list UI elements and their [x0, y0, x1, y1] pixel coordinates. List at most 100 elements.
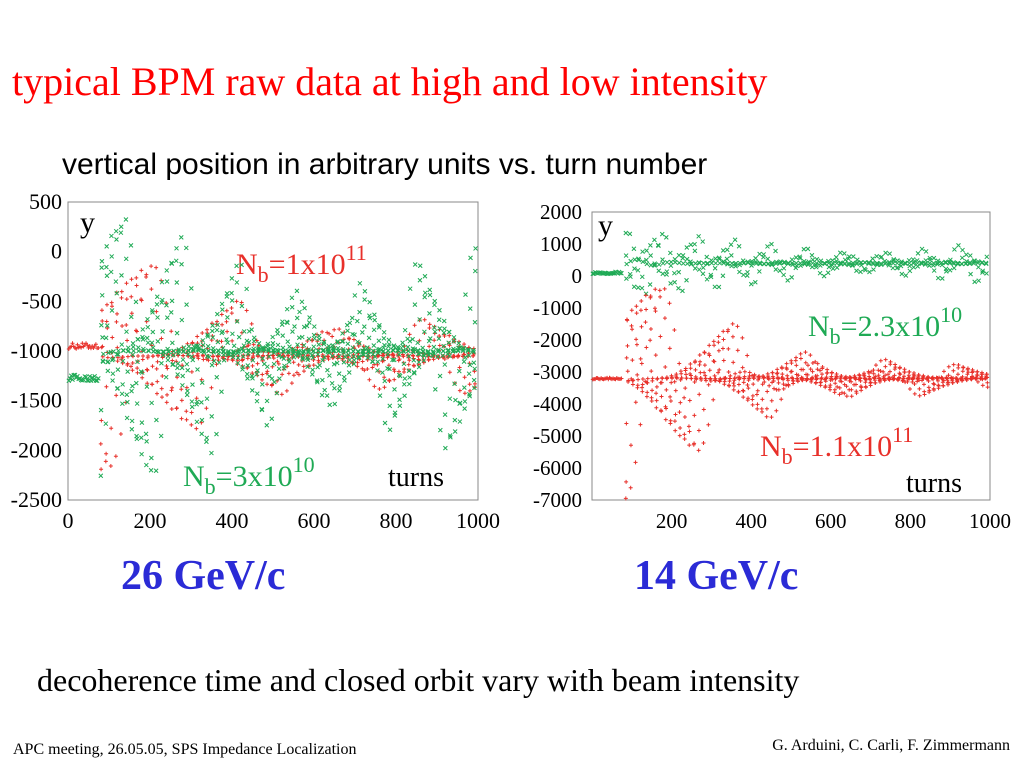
data-point: [201, 353, 206, 358]
data-point: [239, 300, 244, 305]
data-point: [106, 350, 111, 356]
data-point: [417, 351, 422, 357]
data-point: [682, 415, 687, 420]
data-point: [175, 361, 181, 366]
data-point: [769, 398, 774, 403]
data-point: [648, 253, 654, 258]
data-point: [638, 422, 643, 427]
data-point: [366, 335, 372, 341]
data-point: [887, 259, 892, 265]
data-point: [735, 324, 740, 329]
data-point: [919, 246, 925, 252]
data-point: [867, 269, 872, 275]
data-point: [659, 409, 664, 414]
data-point: [834, 260, 840, 266]
data-point: [652, 306, 657, 311]
data-point: [294, 370, 299, 375]
series-label-rest: =2.3x10: [841, 310, 940, 343]
data-point: [664, 259, 670, 265]
data-point: [351, 357, 357, 363]
data-point: [220, 322, 225, 327]
data-point: [462, 399, 468, 404]
data-point: [216, 351, 222, 357]
data-point: [667, 346, 672, 351]
data-point: [682, 437, 687, 442]
data-point: [829, 370, 834, 375]
data-point: [780, 372, 785, 377]
data-point: [191, 344, 197, 349]
data-point: [219, 301, 225, 307]
data-point: [256, 353, 261, 358]
data-point: [431, 350, 436, 356]
data-point: [694, 377, 699, 382]
data-point: [638, 356, 643, 361]
data-point: [907, 268, 913, 274]
data-point: [159, 297, 165, 303]
data-point: [892, 376, 897, 381]
data-point: [311, 363, 316, 368]
data-point: [289, 381, 294, 386]
data-point: [931, 260, 936, 266]
data-point: [668, 398, 673, 403]
data-point: [887, 375, 892, 380]
data-point: [179, 398, 184, 403]
data-point: [688, 242, 694, 248]
data-point: [140, 375, 145, 380]
data-point: [967, 253, 973, 258]
data-point: [693, 261, 698, 266]
data-point: [653, 287, 658, 292]
data-point: [129, 311, 134, 316]
data-point: [105, 326, 110, 331]
data-point: [854, 257, 860, 263]
data-point: [352, 332, 357, 338]
data-point: [645, 376, 650, 381]
data-point: [707, 353, 712, 358]
data-point: [462, 342, 467, 347]
data-point: [230, 358, 235, 363]
data-point: [866, 260, 872, 266]
data-point: [421, 360, 426, 365]
data-point: [677, 361, 682, 366]
data-point: [99, 467, 104, 472]
data-point: [808, 367, 813, 372]
data-point: [745, 259, 751, 265]
data-point: [422, 294, 428, 300]
data-point: [747, 370, 752, 375]
data-point: [109, 300, 114, 305]
data-point: [684, 245, 690, 250]
data-point: [631, 284, 637, 290]
data-point: [806, 259, 812, 265]
y-tick-label: -1500: [11, 388, 62, 413]
data-point: [185, 388, 190, 394]
energy-label-26gev: 26 GeV/c: [121, 553, 286, 599]
data-point: [311, 324, 317, 329]
data-point: [119, 391, 125, 397]
data-point: [682, 395, 687, 400]
data-point: [720, 346, 725, 351]
data-point: [808, 353, 813, 358]
data-point: [99, 308, 104, 313]
data-point: [397, 373, 403, 379]
data-point: [306, 347, 312, 352]
data-point: [966, 370, 971, 375]
data-point: [66, 378, 72, 384]
data-point: [104, 323, 110, 328]
data-point: [462, 406, 467, 412]
y-tick-label: 0: [572, 264, 583, 288]
data-point: [276, 361, 281, 366]
data-point: [160, 395, 165, 400]
data-point: [590, 271, 596, 277]
data-point: [849, 394, 854, 399]
data-point: [628, 485, 633, 490]
data-point: [163, 374, 169, 380]
data-point: [668, 281, 673, 286]
data-point: [685, 261, 690, 267]
data-point: [280, 319, 285, 325]
data-point: [401, 349, 407, 355]
data-point: [104, 264, 109, 270]
data-point: [708, 274, 714, 280]
data-point: [215, 322, 220, 328]
data-point: [773, 261, 779, 266]
data-point: [327, 331, 332, 336]
data-point: [300, 356, 306, 362]
